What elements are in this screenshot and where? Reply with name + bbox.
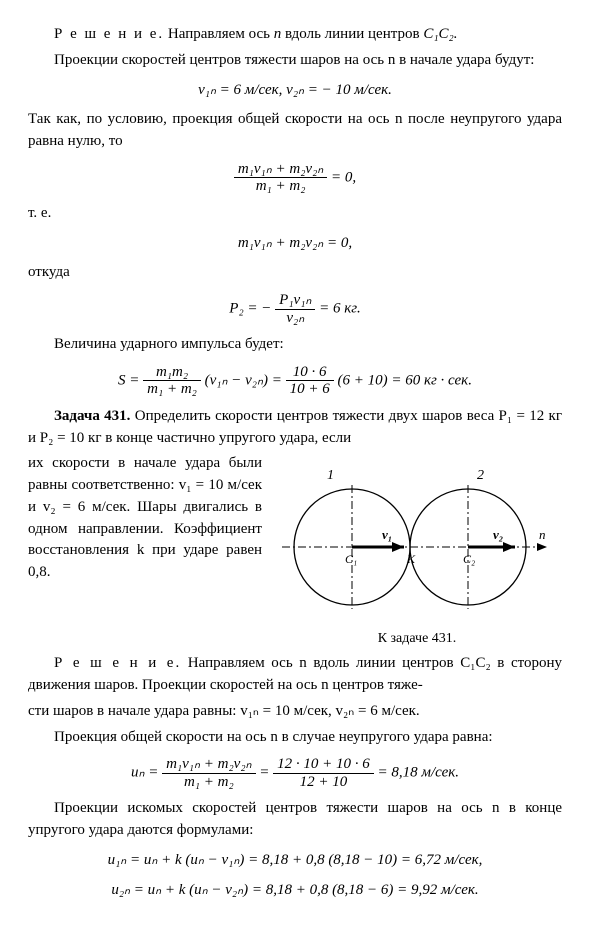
fraction: m₁v₁ₙ + m₂v₂ₙ m₁ + m₂	[162, 756, 255, 790]
equation-4: P₂ = − P₁v₁ₙ v₂ₙ = 6 кг.	[28, 292, 562, 326]
numerator: 12 · 10 + 10 · 6	[273, 756, 374, 774]
denominator: 12 + 10	[273, 774, 374, 791]
fig-label-c1: C₁	[345, 552, 357, 566]
denominator: m₁ + m₂	[143, 381, 201, 398]
figure-wrap: 1 2 v₁ v₂ C₁ C₂ K n К задаче 431. их ско…	[28, 453, 562, 697]
equation-8: u₂ₙ = uₙ + k (uₙ − v₂ₙ) = 8,18 + 0,8 (8,…	[28, 880, 562, 902]
text: Направляем ось	[164, 26, 274, 42]
numerator: P₁v₁ₙ	[275, 292, 315, 310]
equation-2: m₁v₁ₙ + m₂v₂ₙ m₁ + m₂ = 0,	[28, 161, 562, 195]
eq-pre: P₂ = −	[229, 300, 275, 316]
numerator: m₁m₂	[143, 364, 201, 382]
numerator: m₁v₁ₙ + m₂v₂ₙ	[234, 161, 327, 179]
equation-3: m₁v₁ₙ + m₂v₂ₙ = 0,	[28, 233, 562, 255]
denominator: m₁ + m₂	[162, 774, 255, 791]
eq-post: = 8,18 м/сек.	[374, 765, 459, 781]
paragraph: Проекции искомых скоростей центров тяжес…	[28, 798, 562, 842]
fig-label-n: n	[539, 527, 546, 542]
paragraph: Величина ударного импульса будет:	[28, 334, 562, 356]
label-otkuda: откуда	[28, 262, 562, 284]
fig-label-2: 2	[477, 468, 484, 483]
fraction: P₁v₁ₙ v₂ₙ	[275, 292, 315, 326]
fraction: m₁v₁ₙ + m₂v₂ₙ m₁ + m₂	[234, 161, 327, 195]
paragraph: Проекция общей скорости на ось n в случа…	[28, 727, 562, 749]
diagram-two-spheres: 1 2 v₁ v₂ C₁ C₂ K n	[277, 457, 557, 617]
equation-7: u₁ₙ = uₙ + k (uₙ − v₁ₙ) = 8,18 + 0,8 (8,…	[28, 850, 562, 872]
figure-431: 1 2 v₁ v₂ C₁ C₂ K n К задаче 431.	[272, 457, 562, 649]
fraction: m₁m₂ m₁ + m₂	[143, 364, 201, 398]
centers: C₁C₂.	[423, 26, 457, 42]
eq-mid: =	[256, 765, 274, 781]
problem-431: Задача 431. Определить скорости центров …	[28, 406, 562, 450]
label-reshenie: Р е ш е н и е.	[54, 26, 164, 42]
fig-label-c2: C₂	[463, 552, 475, 566]
denominator: 10 + 6	[286, 381, 334, 398]
text: вдоль линии центров	[281, 26, 423, 42]
paragraph: Так как, по условию, проекция общей скор…	[28, 109, 562, 153]
eq-pre: uₙ =	[131, 765, 162, 781]
fig-label-K: K	[406, 552, 416, 566]
eq-post: = 6 кг.	[315, 300, 360, 316]
equation-6: uₙ = m₁v₁ₙ + m₂v₂ₙ m₁ + m₂ = 12 · 10 + 1…	[28, 756, 562, 790]
fraction: 10 · 6 10 + 6	[286, 364, 334, 398]
problem-label: Задача 431.	[54, 408, 130, 424]
eq-mid: (v₁ₙ − v₂ₙ) =	[201, 372, 286, 388]
label-te: т. е.	[28, 203, 562, 225]
text: их скорости в начале удара были равны со…	[28, 455, 262, 580]
eq-pre: S =	[118, 372, 143, 388]
fraction: 12 · 10 + 10 · 6 12 + 10	[273, 756, 374, 790]
solution-intro: Р е ш е н и е. Направляем ось n вдоль ли…	[28, 24, 562, 46]
numerator: m₁v₁ₙ + m₂v₂ₙ	[162, 756, 255, 774]
equation-5: S = m₁m₂ m₁ + m₂ (v₁ₙ − v₂ₙ) = 10 · 6 10…	[28, 364, 562, 398]
fig-label-v1: v₁	[382, 527, 392, 542]
fig-label-1: 1	[327, 468, 334, 483]
figure-caption: К задаче 431.	[272, 629, 562, 649]
eq-post: (6 + 10) = 60 кг · сек.	[334, 372, 472, 388]
denominator: m₁ + m₂	[234, 178, 327, 195]
paragraph: Проекции скоростей центров тяжести шаров…	[28, 50, 562, 72]
equation-1: v₁ₙ = 6 м/сек, v₂ₙ = − 10 м/сек.	[28, 80, 562, 102]
numerator: 10 · 6	[286, 364, 334, 382]
eq-post: = 0,	[327, 169, 356, 185]
label-reshenie: Р е ш е н и е.	[54, 655, 181, 671]
denominator: v₂ₙ	[275, 310, 315, 327]
paragraph: сти шаров в начале удара равны: v₁ₙ = 10…	[28, 701, 562, 723]
fig-label-v2: v₂	[493, 527, 503, 542]
